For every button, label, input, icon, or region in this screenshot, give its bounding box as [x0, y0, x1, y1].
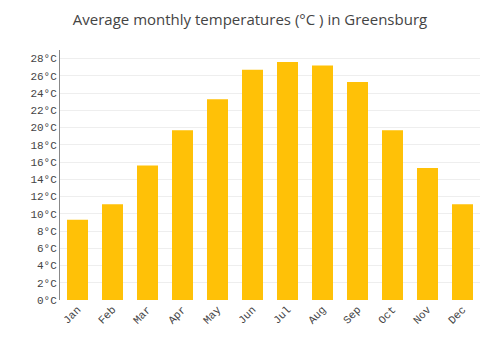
- svg-text:20°C: 20°C: [30, 122, 57, 134]
- svg-text:Apr: Apr: [166, 304, 188, 326]
- svg-text:2°C: 2°C: [37, 278, 57, 290]
- svg-text:Jun: Jun: [236, 304, 258, 326]
- svg-text:24°C: 24°C: [30, 88, 57, 100]
- svg-text:Aug: Aug: [306, 304, 328, 326]
- svg-text:10°C: 10°C: [30, 209, 57, 221]
- svg-text:0°C: 0°C: [37, 295, 57, 307]
- svg-text:Oct: Oct: [376, 304, 398, 326]
- svg-text:8°C: 8°C: [37, 226, 57, 238]
- svg-text:Feb: Feb: [96, 304, 118, 326]
- svg-text:28°C: 28°C: [30, 53, 57, 65]
- svg-text:12°C: 12°C: [30, 191, 57, 203]
- svg-text:Jan: Jan: [61, 304, 83, 326]
- svg-text:26°C: 26°C: [30, 71, 57, 83]
- svg-text:May: May: [201, 304, 224, 327]
- svg-text:18°C: 18°C: [30, 140, 57, 152]
- svg-text:Dec: Dec: [446, 304, 468, 326]
- svg-text:Average monthly temperatures (: Average monthly temperatures (°C ) in Gr…: [73, 9, 427, 29]
- svg-text:6°C: 6°C: [37, 243, 57, 255]
- svg-text:Nov: Nov: [411, 304, 434, 327]
- svg-text:16°C: 16°C: [30, 157, 57, 169]
- svg-text:14°C: 14°C: [30, 174, 57, 186]
- svg-text:Mar: Mar: [131, 304, 153, 326]
- svg-text:Jul: Jul: [271, 304, 293, 326]
- svg-text:Sep: Sep: [341, 304, 363, 326]
- svg-text:4°C: 4°C: [37, 260, 57, 272]
- svg-text:22°C: 22°C: [30, 105, 57, 117]
